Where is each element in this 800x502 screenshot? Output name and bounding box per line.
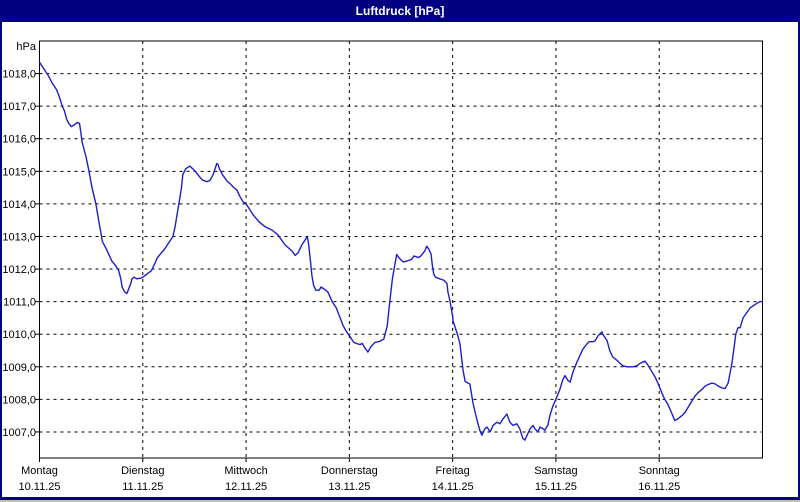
x-day-label: Donnerstag — [321, 465, 378, 477]
chart-panel: hPa 1018,0 1017,0 1016,0 1015,0 1014,0 1013,0… — [2, 22, 798, 497]
horizontal-gridlines — [39, 73, 763, 433]
y-tick-label: 1007,0 — [2, 427, 36, 439]
y-tick-label: 1014,0 — [2, 199, 36, 211]
window-title: Luftdruck [hPa] — [355, 4, 445, 18]
x-day-label: Montag — [21, 465, 58, 477]
y-tick-label: 1009,0 — [2, 362, 36, 374]
y-tick-label: 1011,0 — [3, 297, 36, 309]
y-tick-label: 1010,0 — [2, 329, 36, 341]
pressure-chart: hPa 1018,0 1017,0 1016,0 1015,0 1014,0 1013,0… — [2, 40, 764, 493]
x-date-label: 16.11.25 — [638, 481, 680, 493]
x-date-label: 13.11.25 — [328, 481, 370, 493]
y-tick-label: 1013,0 — [2, 231, 36, 243]
x-axis-labels: Montag 10.11.25 Dienstag 11.11.25 Mittwoch 12… — [18, 465, 680, 493]
x-day-label: Mittwoch — [224, 465, 267, 477]
y-axis-ticks — [35, 73, 40, 433]
x-date-label: 14.11.25 — [432, 481, 474, 493]
vertical-gridlines — [142, 41, 660, 458]
y-axis-labels: 1018,0 1017,0 1016,0 1015,0 1014,0 1013,0 1012… — [2, 69, 36, 439]
x-date-label: 12.11.25 — [225, 481, 267, 493]
window-title-bar: Luftdruck [hPa] — [0, 0, 800, 22]
pressure-series-line — [38, 61, 764, 441]
y-tick-label: 1018,0 — [2, 69, 36, 81]
x-date-label: 15.11.25 — [535, 481, 577, 493]
x-day-label: Sonntag — [639, 465, 680, 477]
y-tick-label: 1015,0 — [2, 166, 36, 178]
x-date-label: 11.11.25 — [122, 481, 163, 493]
x-day-label: Freitag — [436, 465, 470, 477]
y-tick-label: 1012,0 — [2, 264, 36, 276]
y-tick-label: 1008,0 — [2, 394, 36, 406]
x-day-label: Dienstag — [121, 465, 164, 477]
x-day-label: Samstag — [534, 465, 577, 477]
x-axis-ticks — [39, 458, 660, 462]
x-date-label: 10.11.25 — [18, 481, 60, 493]
y-tick-label: 1016,0 — [2, 134, 36, 146]
y-tick-label: 1017,0 — [2, 101, 36, 113]
plot-area — [39, 40, 763, 459]
y-axis-unit-label: hPa — [16, 41, 36, 53]
